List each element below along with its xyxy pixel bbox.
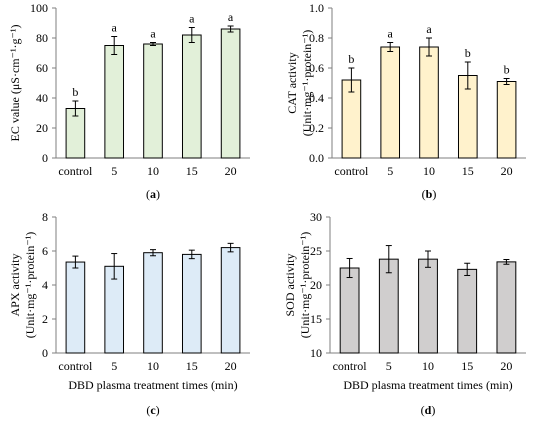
bar bbox=[143, 252, 163, 354]
bar bbox=[496, 261, 517, 354]
y-tick-label: 0.4 bbox=[309, 91, 324, 105]
bar bbox=[143, 43, 163, 159]
x-axis-label: DBD plasma treatment times (min) bbox=[68, 378, 237, 392]
y-tick-label: 10 bbox=[310, 346, 322, 360]
y-tick-label: 8 bbox=[42, 210, 48, 224]
chart-panel-4: 10 15 20 25 30 control 5 10 15 20 SOD activity (Uni… bbox=[283, 210, 526, 417]
bar bbox=[104, 45, 125, 159]
y-tick-label: 0.8 bbox=[309, 31, 324, 45]
bar bbox=[220, 247, 241, 354]
y-tick-label: 30 bbox=[310, 210, 322, 224]
y-tick-label: 60 bbox=[36, 61, 48, 75]
bar bbox=[380, 46, 401, 159]
bar bbox=[220, 28, 241, 159]
significance-letter: b bbox=[504, 63, 510, 77]
x-tick-label: 10 bbox=[147, 359, 159, 373]
y-tick-label: 4 bbox=[42, 278, 48, 292]
y-axis-label: EC value (μS·cm⁻¹·g⁻¹) bbox=[8, 25, 22, 142]
significance-letter: a bbox=[228, 10, 234, 24]
significance-letter: a bbox=[388, 27, 394, 41]
x-tick-label: 20 bbox=[501, 164, 513, 178]
panel-label: (c) bbox=[146, 403, 159, 417]
significance-letter: b bbox=[348, 52, 354, 66]
y-tick-label: 80 bbox=[36, 31, 48, 45]
bar bbox=[418, 258, 438, 354]
y-axis-label: SOD activity bbox=[283, 254, 297, 317]
y-axis-label: (Unit·mg⁻¹·protein⁻¹) bbox=[300, 30, 314, 137]
x-tick-label: 15 bbox=[461, 359, 473, 373]
y-tick-label: 0.0 bbox=[309, 151, 324, 165]
y-axis-label: CAT activity bbox=[285, 52, 299, 113]
y-tick-label: 0.2 bbox=[309, 121, 324, 135]
y-axis-label: APX activity bbox=[8, 254, 22, 317]
y-tick-label: 0.6 bbox=[309, 61, 324, 75]
y-tick-label: 0 bbox=[42, 151, 48, 165]
chart-panel-2: 0.0 0.2 0.4 0.6 0.8 1.0 b control a 5 a 10 b 15 b 20 CAT… bbox=[285, 1, 526, 201]
bar bbox=[457, 268, 478, 354]
y-tick-label: 20 bbox=[36, 121, 48, 135]
x-tick-label: control bbox=[58, 359, 93, 373]
x-tick-label: control bbox=[58, 164, 93, 178]
panel-label: (a) bbox=[146, 187, 160, 201]
panel-label: (b) bbox=[422, 187, 437, 201]
significance-letter: b bbox=[465, 46, 471, 60]
x-tick-label: 5 bbox=[111, 164, 117, 178]
x-tick-label: 10 bbox=[423, 164, 435, 178]
chart-panel-1: 0 20 40 60 80 100 b control a 5 a 10 a 15 a 20 EC value … bbox=[8, 1, 250, 201]
y-tick-label: 6 bbox=[42, 244, 48, 258]
x-tick-label: 15 bbox=[186, 359, 198, 373]
y-tick-label: 40 bbox=[36, 91, 48, 105]
x-tick-label: control bbox=[333, 359, 368, 373]
significance-letter: a bbox=[426, 22, 432, 36]
bar bbox=[339, 267, 360, 354]
x-tick-label: 20 bbox=[500, 359, 512, 373]
x-tick-label: 5 bbox=[387, 164, 393, 178]
y-tick-label: 15 bbox=[310, 312, 322, 326]
x-tick-label: 20 bbox=[225, 164, 237, 178]
bar bbox=[496, 81, 517, 159]
panel-label: (d) bbox=[421, 403, 436, 417]
chart-panel-3: 0 2 4 6 8 control 5 10 15 20 APX activity (Unit·mg⁻… bbox=[8, 210, 250, 417]
bar bbox=[419, 46, 439, 159]
x-tick-label: 15 bbox=[186, 164, 198, 178]
significance-letter: a bbox=[112, 21, 118, 35]
significance-letter: a bbox=[150, 27, 156, 41]
y-tick-label: 20 bbox=[310, 278, 322, 292]
y-axis-label: (Unit·mg⁻¹·protein⁻¹) bbox=[23, 232, 37, 339]
bar bbox=[65, 261, 86, 354]
x-tick-label: 10 bbox=[422, 359, 434, 373]
y-tick-label: 0 bbox=[42, 346, 48, 360]
x-tick-label: 15 bbox=[462, 164, 474, 178]
significance-letter: a bbox=[189, 12, 195, 26]
y-tick-label: 2 bbox=[42, 312, 48, 326]
bar bbox=[181, 34, 202, 159]
y-tick-label: 100 bbox=[30, 1, 48, 15]
y-tick-label: 25 bbox=[310, 244, 322, 258]
x-tick-label: 10 bbox=[147, 164, 159, 178]
y-axis-label: (Unit·mg⁻¹·protein⁻¹) bbox=[298, 232, 312, 339]
significance-letter: b bbox=[72, 85, 78, 99]
x-tick-label: control bbox=[334, 164, 369, 178]
bar bbox=[181, 253, 202, 354]
x-tick-label: 5 bbox=[386, 359, 392, 373]
x-tick-label: 20 bbox=[225, 359, 237, 373]
x-axis-label: DBD plasma treatment times (min) bbox=[343, 378, 512, 392]
x-tick-label: 5 bbox=[111, 359, 117, 373]
y-tick-label: 1.0 bbox=[309, 1, 324, 15]
